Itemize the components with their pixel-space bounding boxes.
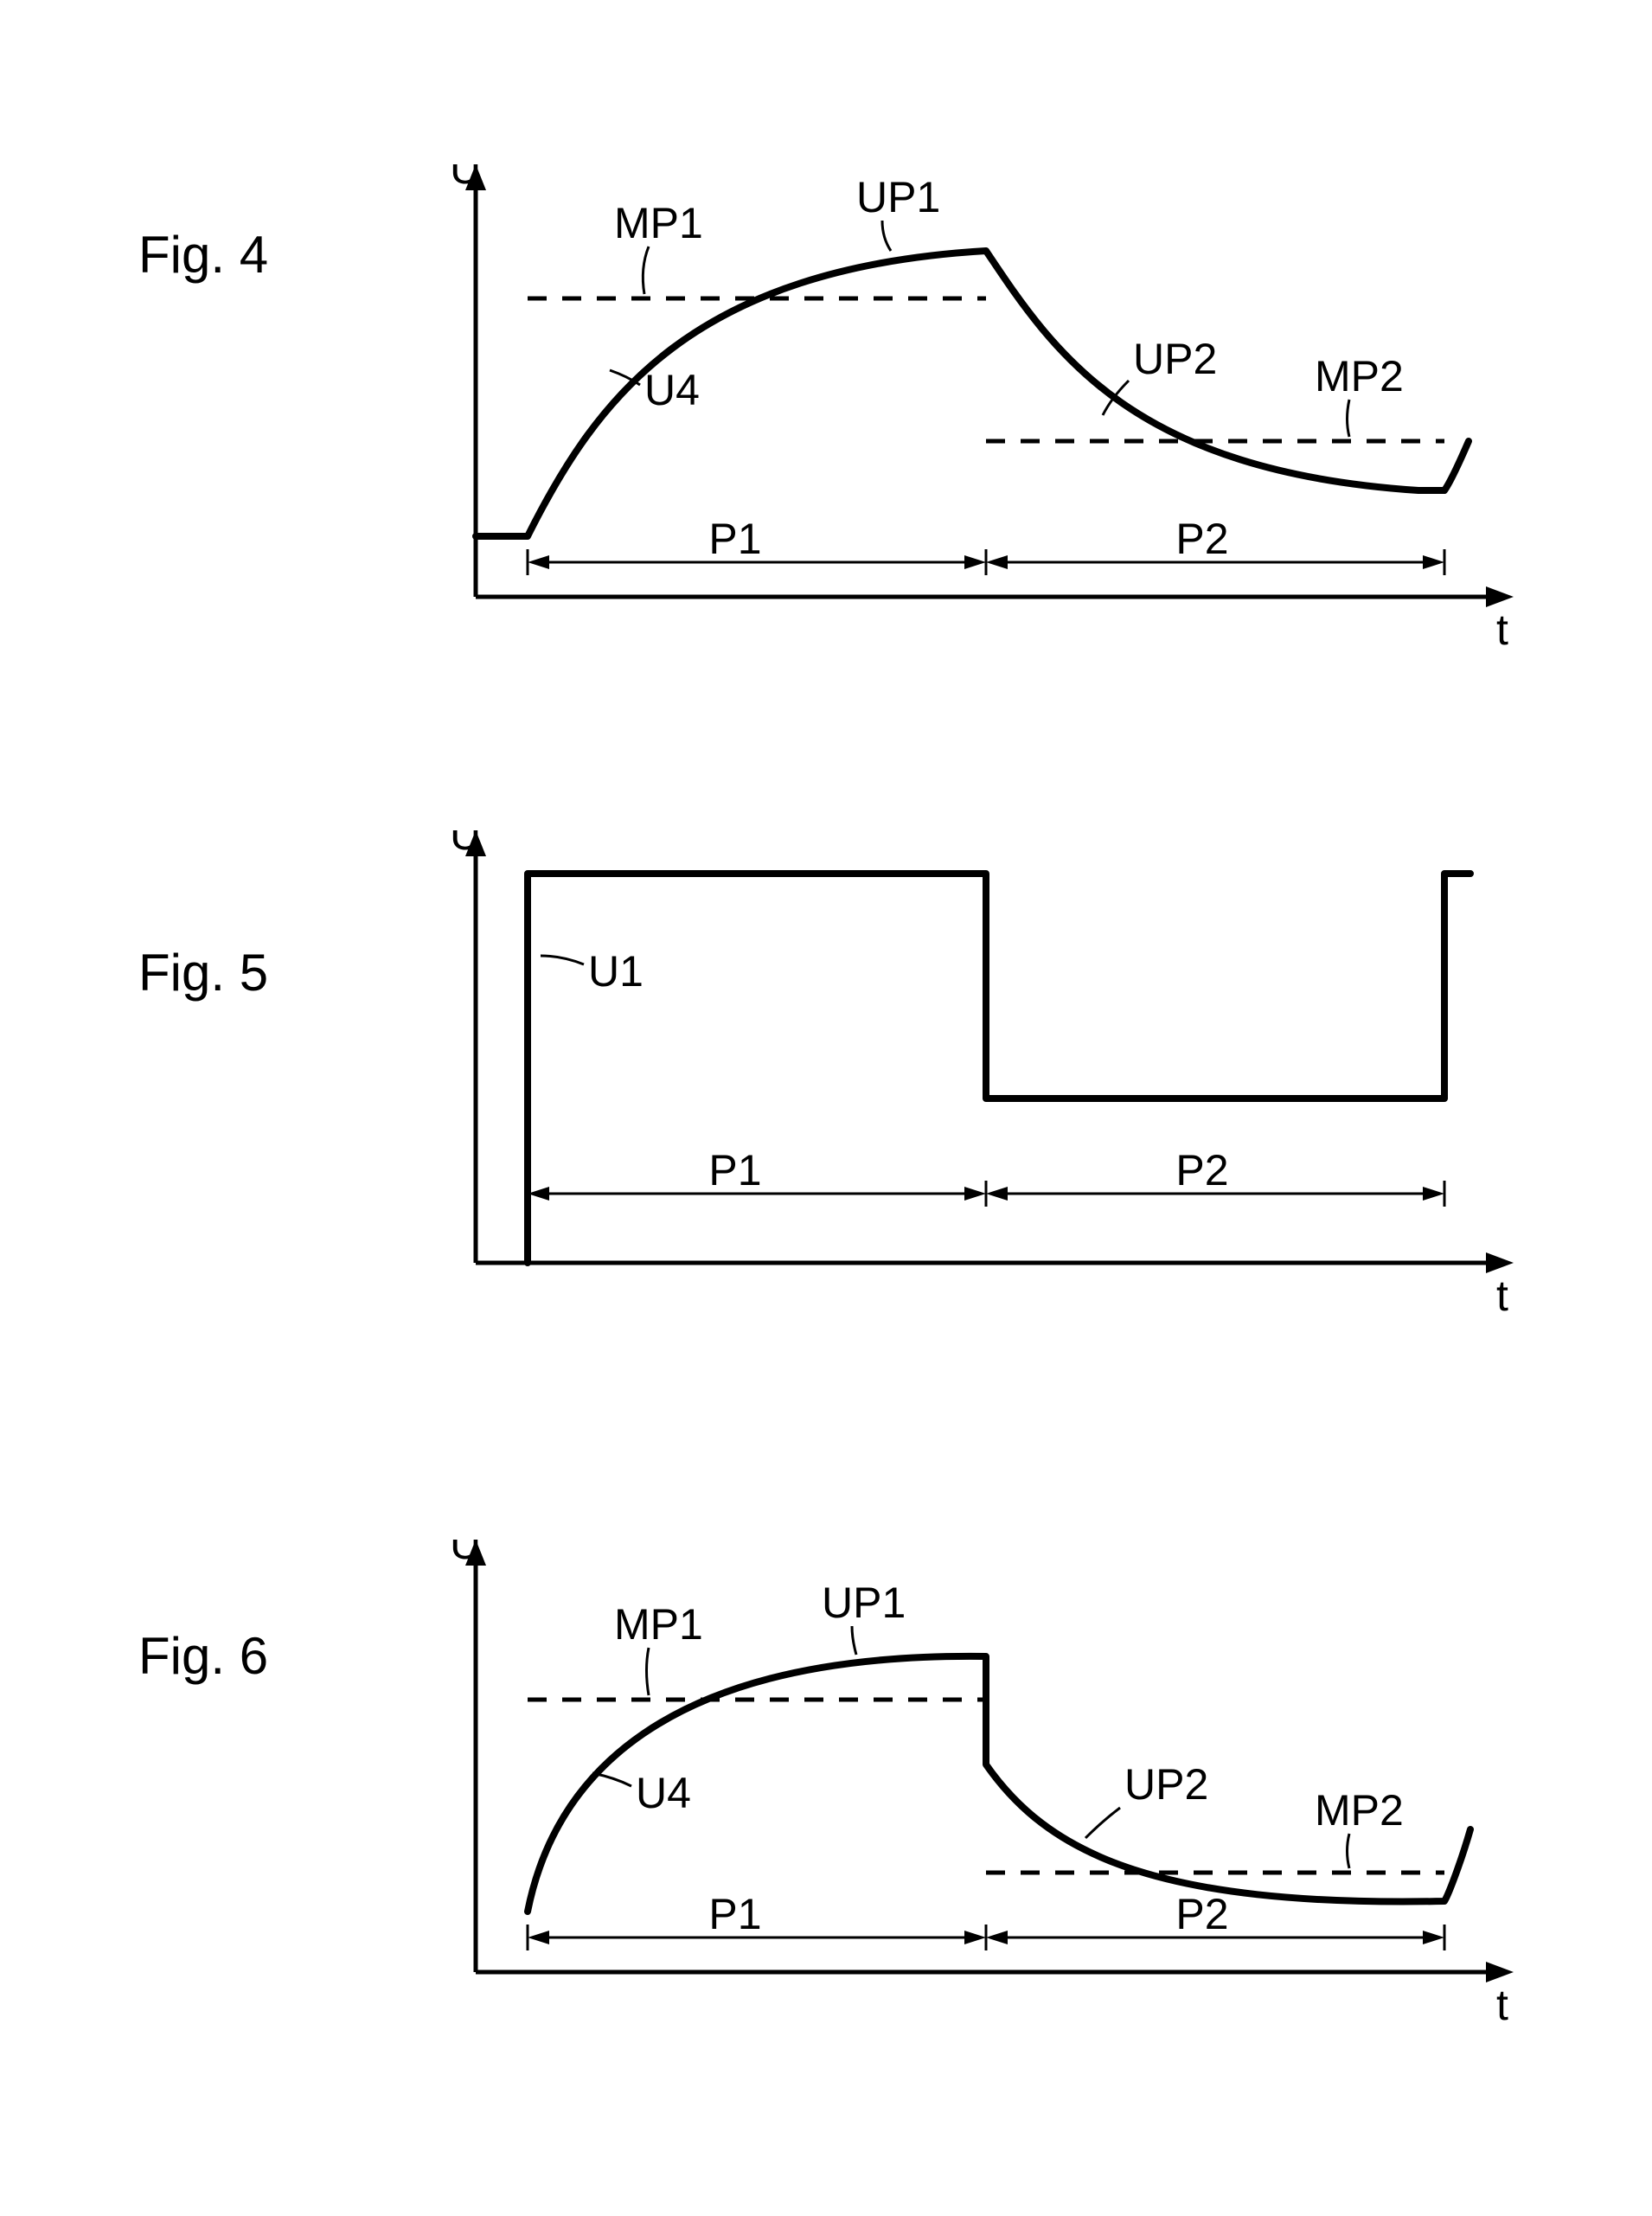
y-axis-label: U [450, 1540, 481, 1568]
figure-label: Fig. 6 [138, 1626, 268, 1686]
dim-label-p2: P2 [1175, 1146, 1228, 1194]
x-axis-label: t [1496, 1981, 1508, 2024]
annotation-mp1: MP1 [614, 1600, 703, 1695]
annotation-mp2: MP2 [1315, 352, 1404, 437]
x-axis-label: t [1496, 1271, 1508, 1315]
annotation-up2: UP2 [1085, 1760, 1208, 1838]
svg-text:UP2: UP2 [1133, 335, 1217, 383]
dim-label-p1: P1 [708, 1146, 761, 1194]
svg-text:MP1: MP1 [614, 199, 703, 247]
annotation-mp2: MP2 [1315, 1786, 1404, 1868]
figure-4-svg: U U t P1 P2 MP1 UP1 [432, 164, 1531, 649]
annotation-u1: U1 [541, 947, 644, 996]
svg-text:MP1: MP1 [614, 1600, 703, 1649]
svg-text:U1: U1 [588, 947, 644, 996]
annotation-up1: UP1 [822, 1579, 906, 1655]
dim-label-p2: P2 [1175, 515, 1228, 563]
svg-text:MP2: MP2 [1315, 1786, 1404, 1835]
figure-5: U t P1 P2 U1 [432, 830, 1531, 1315]
figure-4: U U t P1 P2 MP1 UP1 [432, 164, 1531, 649]
x-axis-arrow [1486, 1252, 1514, 1273]
svg-text:MP2: MP2 [1315, 352, 1404, 400]
dimension-p1: P1 [528, 1146, 986, 1207]
y-axis-label: U [450, 164, 481, 193]
dim-label-p2: P2 [1175, 1890, 1228, 1938]
dim-label-p1: P1 [708, 515, 761, 563]
svg-text:U4: U4 [636, 1769, 691, 1817]
dimension-p2: P2 [986, 515, 1444, 575]
dimension-p1: P1 [528, 515, 986, 575]
dim-label-p1: P1 [708, 1890, 761, 1938]
svg-text:UP2: UP2 [1124, 1760, 1208, 1809]
x-axis-label: t [1496, 605, 1508, 649]
svg-text:UP1: UP1 [856, 173, 940, 221]
annotation-up1: UP1 [856, 173, 940, 251]
annotation-mp1: MP1 [614, 199, 703, 294]
dimension-p2: P2 [986, 1146, 1444, 1207]
svg-text:U4: U4 [644, 366, 700, 414]
y-axis-label: U [450, 830, 481, 859]
figure-6-svg: U t P1 P2 MP1 UP1 [432, 1540, 1531, 2024]
curve-u1 [528, 874, 1470, 1263]
dimension-p1: P1 [528, 1890, 986, 1950]
figure-5-svg: U t P1 P2 U1 [432, 830, 1531, 1315]
figure-6: U t P1 P2 MP1 UP1 [432, 1540, 1531, 2024]
figure-label: Fig. 4 [138, 225, 268, 285]
annotation-u4: U4 [592, 1769, 691, 1817]
x-axis-arrow [1486, 1962, 1514, 1982]
figure-label: Fig. 5 [138, 943, 268, 1002]
svg-text:UP1: UP1 [822, 1579, 906, 1627]
